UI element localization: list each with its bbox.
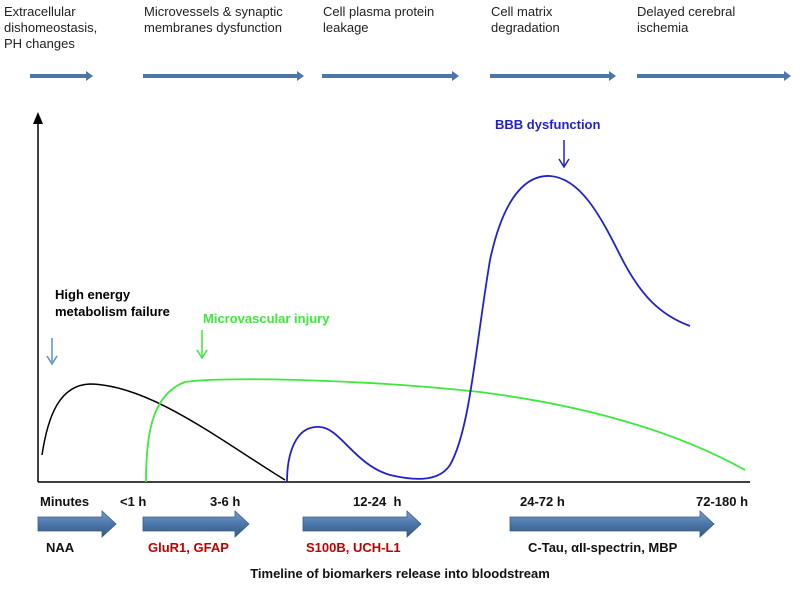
timeline-caption: Timeline of biomarkers release into bloo…: [250, 566, 550, 581]
tick-72-180h: 72-180 h: [696, 494, 749, 509]
bbb-dysfunction-curve: [286, 175, 691, 483]
phase-label-1: Extracellular dishomeostasis, PH changes: [4, 4, 98, 51]
microvascular-injury-label: Microvascular injury: [203, 311, 330, 326]
phase-label-2: Microvessels & synaptic membranes dysfun…: [144, 4, 283, 35]
biomarker-ctau-spectrin-mbp: C-Tau, αII-spectrin, MBP: [528, 540, 678, 555]
phase-label-3: Cell plasma protein leakage: [323, 4, 435, 35]
energy-marker-arrow: [46, 338, 58, 366]
microvascular-injury-curve: [145, 378, 746, 483]
timeline-arrow-4: [509, 510, 715, 538]
phase-label-5: Delayed cerebral ischemia: [637, 4, 736, 35]
y-axis-arrowhead: [33, 112, 43, 124]
timeline-arrows: [37, 510, 715, 538]
energy-failure-curve: [41, 383, 286, 481]
biomarker-naa: NAA: [46, 540, 75, 555]
tick-minutes: Minutes: [40, 494, 90, 509]
tick-3-6h: 3-6 h: [210, 494, 241, 509]
tick-24-72h: 24-72 h: [520, 494, 565, 509]
tick-12-24h: 12-24 h: [353, 494, 402, 509]
phase-label-4: Cell matrix degradation: [491, 4, 560, 35]
phase-arrows: [30, 71, 791, 81]
tick-lt1h: <1 h: [120, 494, 147, 509]
bbb-marker-arrow: [558, 140, 570, 169]
bbb-dysfunction-label: BBB dysfunction: [495, 117, 601, 132]
timeline-arrow-3: [302, 510, 422, 538]
micro-marker-arrow: [196, 330, 208, 360]
biomarker-s100b-uchl1: S100B, UCH-L1: [306, 540, 401, 555]
timeline-arrow-2: [142, 510, 250, 538]
biomarker-glur1-gfap: GluR1, GFAP: [148, 540, 229, 555]
axes: [33, 112, 750, 483]
timeline-arrow-1: [37, 510, 117, 538]
energy-failure-label: High energy metabolism failure: [55, 287, 170, 319]
